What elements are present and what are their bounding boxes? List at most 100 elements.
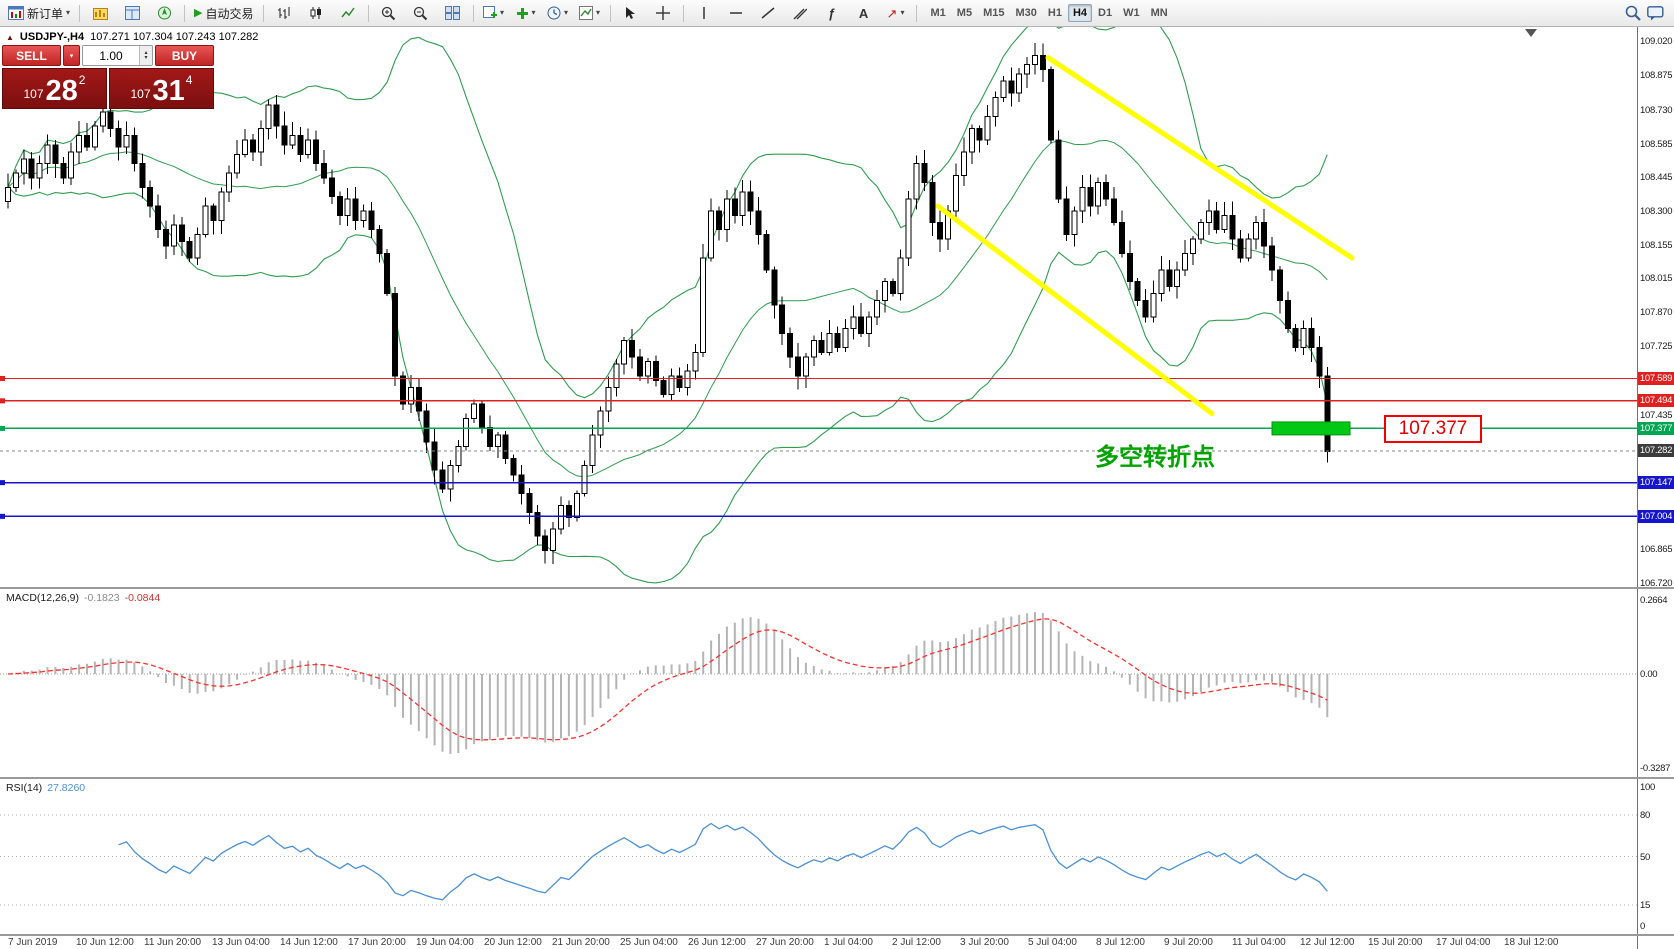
data-window-button[interactable] bbox=[117, 1, 147, 25]
order-type-dropdown[interactable]: ▾ bbox=[63, 45, 80, 66]
new-order-button[interactable]: 新订单 ▾ bbox=[4, 1, 74, 25]
main-chart-canvas[interactable] bbox=[0, 27, 1637, 588]
channel-icon bbox=[793, 8, 807, 20]
toolbar-separator bbox=[262, 4, 264, 22]
timeframe-mn[interactable]: MN bbox=[1150, 7, 1168, 19]
cursor-tool-button[interactable] bbox=[616, 1, 646, 25]
time-axis-label: 10 Jun 12:00 bbox=[76, 937, 134, 948]
pane-separator[interactable] bbox=[0, 587, 1674, 589]
crosshair-tool-button[interactable] bbox=[648, 1, 678, 25]
time-axis-label: 18 Jul 12:00 bbox=[1504, 937, 1559, 948]
macd-value-signal: -0.0844 bbox=[124, 592, 161, 604]
price-axis-tick: 108.155 bbox=[1640, 240, 1673, 252]
timeframe-h1[interactable]: H1 bbox=[1047, 7, 1062, 19]
vertical-line-icon bbox=[702, 7, 705, 19]
price-axis[interactable]: 109.020 108.875 108.730 108.585 108.445 108.3… bbox=[1637, 27, 1674, 949]
macd-name: MACD(12,26,9) bbox=[6, 592, 79, 604]
autotrading-button[interactable]: ▶ 自动交易 bbox=[190, 1, 257, 25]
time-axis-label: 20 Jun 12:00 bbox=[484, 937, 542, 948]
chart-window-icon bbox=[8, 6, 24, 20]
time-axis-label: 27 Jun 20:00 bbox=[756, 937, 814, 948]
price-axis-badge: 107.377 bbox=[1638, 421, 1674, 435]
pane-separator[interactable] bbox=[0, 934, 1674, 936]
crosshair-icon bbox=[655, 6, 670, 20]
price-axis-badge: 107.147 bbox=[1638, 476, 1674, 490]
price-axis-tick: 0 bbox=[1640, 921, 1645, 932]
price-axis-tick: 108.730 bbox=[1640, 104, 1673, 116]
symbol-info: ▲ USDJPY-,H4 107.271 107.304 107.243 107… bbox=[6, 31, 258, 43]
sell-button[interactable]: SELL bbox=[2, 45, 61, 66]
line-chart-button[interactable] bbox=[333, 1, 363, 25]
arrow-icon: ↗ bbox=[886, 5, 898, 21]
vertical-line-tool[interactable] bbox=[689, 1, 719, 25]
lot-size-input[interactable] bbox=[83, 46, 139, 65]
trendline-tool[interactable] bbox=[753, 1, 783, 25]
templates-button[interactable]: ▾ bbox=[575, 1, 605, 25]
time-axis-label: 8 Jul 12:00 bbox=[1096, 937, 1145, 948]
one-click-trading-panel: SELL ▾ ▴ ▾ BUY 107 28 2 107 31 4 bbox=[2, 45, 214, 109]
candlestick-chart-button[interactable] bbox=[301, 1, 331, 25]
toolbar-separator bbox=[915, 4, 917, 22]
timeframe-w1[interactable]: W1 bbox=[1123, 7, 1140, 19]
zoom-in-button[interactable] bbox=[374, 1, 404, 25]
timeframe-m1[interactable]: M1 bbox=[930, 7, 946, 19]
search-icon[interactable] bbox=[1625, 5, 1641, 21]
new-chart-button[interactable]: ▾ bbox=[479, 1, 509, 25]
price-axis-tick: 15 bbox=[1640, 900, 1650, 912]
price-axis-tick: 100 bbox=[1640, 782, 1655, 793]
sell-price-display[interactable]: 107 28 2 bbox=[2, 68, 107, 109]
buy-price-display[interactable]: 107 31 4 bbox=[109, 68, 214, 109]
navigator-button[interactable] bbox=[149, 1, 179, 25]
bar-chart-button[interactable] bbox=[269, 1, 299, 25]
tile-windows-icon bbox=[445, 6, 461, 20]
price-axis-tick: 107.435 bbox=[1640, 409, 1673, 421]
chat-icon[interactable] bbox=[1647, 5, 1664, 21]
time-axis-label: 17 Jul 04:00 bbox=[1436, 937, 1491, 948]
chevron-down-icon: ▾ bbox=[564, 8, 569, 17]
market-watch-button[interactable] bbox=[85, 1, 115, 25]
arrows-tool[interactable]: ↗ ▾ bbox=[881, 1, 911, 25]
price-axis-tick: 108.445 bbox=[1640, 171, 1673, 183]
timeframe-toolbar: M1 M5 M15 M30 H1 H4 D1 W1 MN bbox=[926, 4, 1173, 22]
indicators-button[interactable]: ▾ bbox=[511, 1, 541, 25]
price-axis-badge: 107.282 bbox=[1638, 444, 1674, 458]
price-axis-badge: 107.589 bbox=[1638, 371, 1674, 385]
lot-size-field: ▴ ▾ bbox=[82, 45, 153, 66]
chevron-down-icon: ▾ bbox=[500, 8, 505, 17]
chevron-down-icon: ▾ bbox=[596, 8, 601, 17]
rsi-indicator-canvas[interactable] bbox=[0, 779, 1637, 934]
spin-up-icon[interactable]: ▴ bbox=[144, 49, 148, 56]
time-axis-label: 15 Jul 20:00 bbox=[1368, 937, 1423, 948]
turning-point-annotation[interactable]: 多空转折点 bbox=[1095, 444, 1215, 471]
tile-windows-button[interactable] bbox=[438, 1, 468, 25]
spin-down-icon[interactable]: ▾ bbox=[144, 54, 148, 61]
timeframe-h4[interactable]: H4 bbox=[1067, 4, 1093, 22]
toolbar-separator bbox=[609, 4, 611, 22]
timeframe-d1[interactable]: D1 bbox=[1098, 7, 1113, 19]
macd-indicator-canvas[interactable] bbox=[0, 589, 1637, 777]
cursor-icon bbox=[626, 7, 636, 19]
horizontal-line-tool[interactable] bbox=[721, 1, 751, 25]
macd-value-main: -0.1823 bbox=[83, 592, 120, 604]
periods-button[interactable]: ▾ bbox=[543, 1, 573, 25]
trendline-icon bbox=[761, 7, 774, 19]
pane-separator[interactable] bbox=[0, 777, 1674, 779]
channel-tool[interactable] bbox=[785, 1, 815, 25]
time-axis[interactable]: 7 Jun 2019 10 Jun 12:00 11 Jun 20:00 13 Jun… bbox=[0, 936, 1637, 949]
time-axis-label: 2 Jul 12:00 bbox=[892, 937, 941, 948]
price-callout-label[interactable]: 107.377 bbox=[1384, 415, 1482, 444]
timeframe-m5[interactable]: M5 bbox=[956, 7, 973, 19]
price-axis-tick: 0.2664 bbox=[1640, 595, 1668, 606]
timeframe-m30[interactable]: M30 bbox=[1015, 7, 1037, 19]
macd-label: MACD(12,26,9) -0.1823 -0.0844 bbox=[6, 592, 160, 604]
price-axis-tick: -0.3287 bbox=[1640, 763, 1671, 774]
price-axis-badge: 107.494 bbox=[1638, 394, 1674, 408]
collapse-panel-icon[interactable]: ▲ bbox=[6, 32, 14, 42]
fibonacci-tool[interactable]: ƒ bbox=[817, 1, 847, 25]
zoom-out-button[interactable] bbox=[406, 1, 436, 25]
timeframe-m15[interactable]: M15 bbox=[983, 7, 1005, 19]
lot-spinner[interactable]: ▴ ▾ bbox=[139, 46, 152, 65]
text-tool[interactable]: A bbox=[849, 1, 879, 25]
buy-button[interactable]: BUY bbox=[155, 45, 214, 66]
